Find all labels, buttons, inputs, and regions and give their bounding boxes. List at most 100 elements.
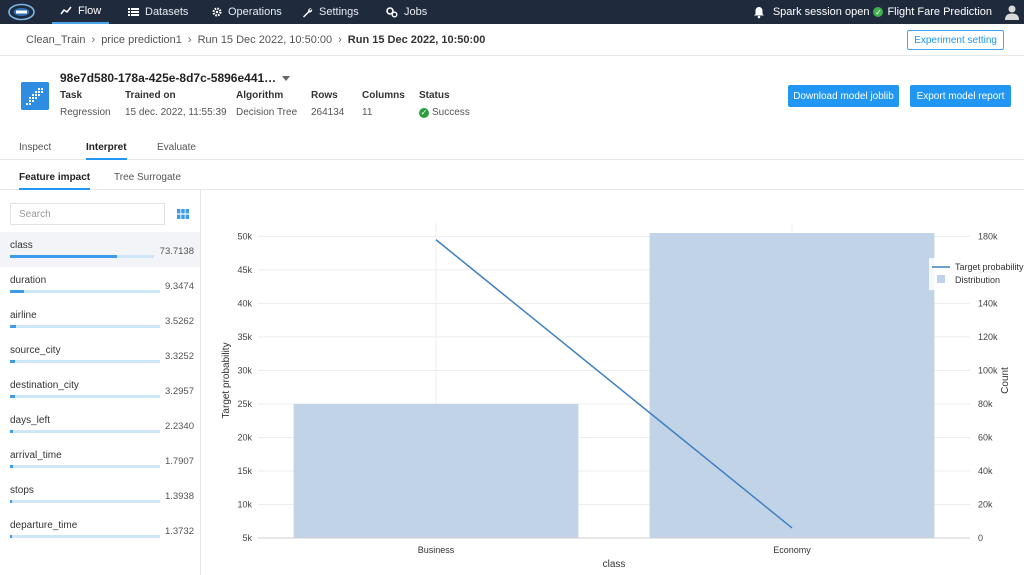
- feature-impact-bar: [10, 325, 160, 328]
- distribution-bar: [293, 403, 579, 538]
- feature-name: source_city: [10, 345, 61, 356]
- feature-score: 3.3252: [164, 351, 194, 362]
- feature-row[interactable]: source_city 3.3252: [0, 337, 200, 372]
- feature-name: stops: [10, 485, 34, 496]
- nav-datasets[interactable]: Datasets: [120, 0, 196, 24]
- model-title[interactable]: 98e7d580-178a-425e-8d7c-5896e441…: [60, 71, 291, 85]
- feature-impact-bar: [10, 535, 160, 538]
- feature-row[interactable]: stops 1.3938: [0, 477, 200, 512]
- check-circle-icon: ✓: [873, 7, 884, 17]
- project-name[interactable]: Flight Fare Prediction: [887, 6, 992, 18]
- meta-status-value-wrap: ✓ Success: [419, 107, 470, 118]
- sub-tabs: Feature impact Tree Surrogate: [0, 166, 1024, 190]
- y2-tick-label: 100k: [978, 365, 998, 375]
- y2-tick-label: 60k: [978, 432, 993, 442]
- y2-tick-label: 180k: [978, 231, 998, 241]
- feature-score: 3.5262: [164, 316, 194, 327]
- meta-algorithm: Algorithm Decision Tree: [236, 90, 297, 118]
- feature-name: destination_city: [10, 380, 79, 391]
- nav-settings[interactable]: Settings: [294, 0, 367, 24]
- nav-flow[interactable]: Flow: [52, 0, 110, 24]
- y2-axis-title: Count: [1000, 367, 1011, 394]
- distribution-bar: [649, 233, 935, 538]
- chevron-right-icon: ›: [338, 33, 342, 46]
- feature-row[interactable]: arrival_time 1.7907: [0, 442, 200, 477]
- meta-task-key: Task: [60, 90, 83, 101]
- feature-score: 1.3938: [164, 491, 194, 502]
- meta-trained-on-value: 15 dec. 2022, 11:55:39: [125, 107, 227, 118]
- search-input[interactable]: [10, 203, 165, 225]
- breadcrumb-dataset[interactable]: Clean_Train: [26, 33, 86, 46]
- y-tick-label: 50k: [237, 231, 252, 241]
- feature-row[interactable]: duration 9.3474: [0, 267, 200, 302]
- meta-status: Status ✓ Success: [419, 90, 470, 118]
- y-tick-label: 30k: [237, 365, 252, 375]
- meta-columns-value: 11: [362, 107, 373, 118]
- feature-impact-fill: [10, 255, 117, 258]
- feature-row[interactable]: airline 3.5262: [0, 302, 200, 337]
- export-report-button[interactable]: Export model report: [910, 85, 1011, 107]
- y-tick-label: 35k: [237, 332, 252, 342]
- feature-impact-bar: [10, 290, 160, 293]
- user-avatar-icon[interactable]: [1004, 4, 1020, 20]
- tab-evaluate[interactable]: Evaluate: [157, 142, 196, 153]
- bell-icon[interactable]: [753, 6, 765, 19]
- feature-score: 2.2340: [164, 421, 194, 432]
- y-tick-label: 15k: [237, 466, 252, 476]
- feature-impact-bar: [10, 360, 160, 363]
- feature-impact-fill: [10, 430, 13, 433]
- meta-trained-on: Trained on 15 dec. 2022, 11:55:39: [125, 90, 227, 118]
- subtab-feature-impact[interactable]: Feature impact: [19, 172, 91, 190]
- model-icon: [21, 82, 49, 110]
- feature-impact-bar: [10, 430, 160, 433]
- legend-bar-swatch: [937, 275, 945, 283]
- wrench-icon: [303, 7, 313, 18]
- chevron-right-icon: ›: [187, 33, 192, 46]
- y2-tick-label: 80k: [978, 399, 993, 409]
- y-tick-label: 20k: [237, 432, 252, 442]
- tab-inspect[interactable]: Inspect: [19, 142, 52, 153]
- x-axis-title: class: [603, 559, 626, 570]
- feature-row[interactable]: destination_city 3.2957: [0, 372, 200, 407]
- subtab-tree-surrogate[interactable]: Tree Surrogate: [114, 172, 181, 183]
- feature-name: class: [10, 240, 33, 251]
- experiment-setting-button[interactable]: Experiment setting: [907, 30, 1004, 50]
- nav-settings-label: Settings: [319, 6, 359, 18]
- feature-row[interactable]: departure_time 1.3732: [0, 512, 200, 547]
- meta-algorithm-key: Algorithm: [236, 90, 284, 101]
- feature-impact-bar: [10, 465, 160, 468]
- list-icon: [128, 8, 139, 16]
- feature-score: 73.7138: [159, 246, 194, 257]
- nav-operations[interactable]: Operations: [204, 0, 290, 24]
- y2-tick-label: 140k: [978, 298, 998, 308]
- feature-name: arrival_time: [10, 450, 62, 461]
- breadcrumb-run[interactable]: Run 15 Dec 2022, 10:50:00: [197, 33, 333, 46]
- meta-task-value: Regression: [60, 107, 111, 118]
- tab-interpret[interactable]: Interpret: [86, 142, 127, 160]
- legend-box: [929, 258, 1024, 290]
- y-tick-label: 25k: [237, 399, 252, 409]
- breadcrumb-experiment[interactable]: price prediction1: [101, 33, 182, 46]
- feature-score: 1.7907: [164, 456, 194, 467]
- main-tabs: Inspect Interpret Evaluate: [0, 138, 1024, 160]
- y-axis-title: Target probability: [221, 342, 232, 418]
- nav-jobs[interactable]: Jobs: [378, 0, 435, 24]
- chevron-right-icon: ›: [91, 33, 96, 46]
- meta-task: Task Regression: [60, 90, 111, 118]
- y-tick-label: 5k: [242, 533, 252, 543]
- feature-row[interactable]: days_left 2.2340: [0, 407, 200, 442]
- feature-impact-fill: [10, 360, 15, 363]
- download-model-button[interactable]: Download model joblib: [788, 85, 899, 107]
- feature-row[interactable]: class 73.7138: [0, 232, 200, 267]
- feature-name: days_left: [10, 415, 51, 426]
- breadcrumb: Clean_Train › price prediction1 › Run 15…: [0, 24, 1024, 56]
- feature-list: class 73.7138 duration 9.3474 airline 3.5262 s…: [0, 232, 200, 547]
- feature-impact-fill: [10, 500, 12, 503]
- meta-columns-key: Columns: [362, 90, 405, 101]
- target-probability-line: [435, 239, 793, 529]
- caret-down-icon[interactable]: [282, 75, 291, 81]
- feature-impact-fill: [10, 290, 24, 293]
- app-logo[interactable]: [8, 3, 35, 21]
- feature-name: duration: [10, 275, 47, 286]
- grid-view-icon[interactable]: [177, 209, 189, 219]
